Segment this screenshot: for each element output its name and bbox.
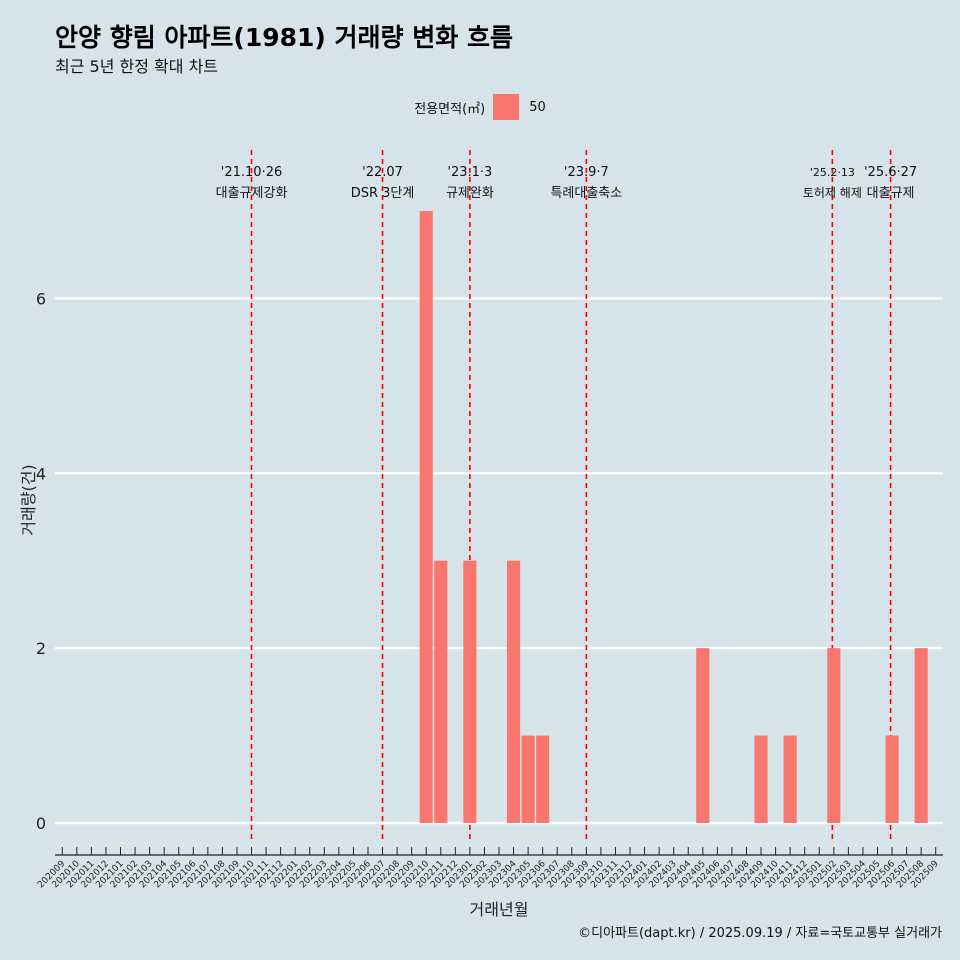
bar-202210 (419, 211, 433, 823)
event-label-4: 토허제 해제 (803, 186, 862, 200)
bar-202508 (914, 648, 928, 823)
event-label-1: DSR 3단계 (351, 186, 415, 201)
y-tick-label-0: 0 (36, 814, 46, 833)
event-label-0: 대출규제강화 (216, 186, 288, 201)
legend: 전용면적(㎡) 50 (0, 94, 960, 120)
bar-202409 (754, 735, 768, 823)
bar-202304 (507, 560, 521, 823)
y-tick-label-4: 4 (36, 464, 46, 483)
event-date-1: '22.07 (362, 165, 403, 180)
legend-label: 50 (529, 99, 546, 115)
chart-title: 안양 향림 아파트(1981) 거래량 변화 흐름 (55, 23, 513, 52)
x-axis-title: 거래년월 (470, 900, 529, 919)
bar-202211 (434, 560, 448, 823)
chart-subtitle: 최근 5년 한정 확대 차트 (55, 57, 219, 76)
bar-202306 (536, 735, 550, 823)
event-date-2: '23.1·3 (447, 165, 492, 180)
y-axis-title: 거래량(건) (19, 464, 38, 535)
legend-title: 전용면적(㎡) (414, 101, 486, 117)
event-label-2: 규제완화 (446, 186, 494, 201)
bar-202506 (885, 735, 899, 823)
axis-labels: 0 2 4 6 '21.10·26 대출규제강화 '22.07 DSR 3단계 '23.1·3 규… (19, 165, 941, 919)
y-tick-label-2: 2 (36, 639, 46, 658)
legend-swatch (493, 94, 520, 120)
event-label-3: 특례대출축소 (550, 186, 622, 201)
bar-202405 (696, 648, 710, 823)
event-date-4: '25.2·13 (810, 166, 855, 179)
bar-202305 (521, 735, 535, 823)
y-tick-label-6: 6 (36, 289, 46, 308)
event-date-3: '23.9·7 (564, 165, 609, 180)
bar-202502 (827, 648, 841, 823)
gridlines (55, 297, 943, 825)
bar-202411 (783, 735, 797, 823)
event-date-5: '25.6·27 (864, 165, 917, 180)
event-label-5: 대출규제 (867, 186, 915, 201)
bar-202301 (463, 560, 477, 823)
event-date-0: '21.10·26 (221, 165, 282, 180)
axes (55, 847, 943, 856)
bars (419, 211, 928, 823)
source-caption: ©디아파트(dapt.kr) / 2025.09.19 / 자료=국토교통부 실… (578, 926, 942, 941)
